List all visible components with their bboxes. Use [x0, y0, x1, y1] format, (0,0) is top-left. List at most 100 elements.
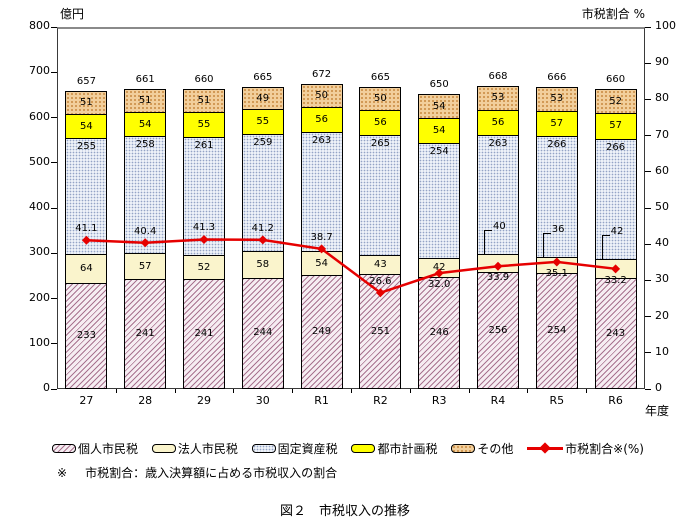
x-axis-label: R5: [549, 394, 565, 407]
y-axis-tick-right: [645, 98, 651, 100]
segment-value-label: 255: [76, 141, 96, 153]
legend-item-city-planning-tax: 都市計画税: [351, 440, 438, 457]
segment-value-label: 64: [80, 262, 93, 274]
segment-value-label: 53: [550, 93, 564, 105]
y-axis-tick-right: [645, 243, 651, 245]
ratio-line: [86, 238, 616, 295]
y-axis-label-right: 90: [655, 55, 669, 69]
bar-segment-dots-tan: 50: [300, 83, 343, 108]
y-axis-label-right: 70: [655, 127, 669, 141]
x-axis-label: R6: [608, 394, 623, 407]
segment-value-label: 57: [138, 260, 152, 272]
callout-leader-line: [601, 235, 610, 260]
bar-segment-solid-yellow: 56: [359, 109, 402, 137]
bar-segment-hatch-pink: 241: [183, 278, 225, 389]
segment-value-label: 246: [429, 326, 449, 338]
segment-value-label: 254: [429, 145, 449, 157]
y-axis-label-left: 100: [29, 335, 50, 349]
bar-total-label: 650: [429, 78, 449, 90]
segment-value-label: 244: [253, 327, 273, 339]
segment-value-label: 42: [432, 261, 446, 273]
footnote: ※ 市税割合：歳入決算額に占める市税収入の割合: [57, 464, 337, 481]
ratio-point-marker: [493, 261, 503, 271]
bar-segment-solid-cream: 54: [300, 250, 343, 277]
right-axis-title: 市税割合 %: [581, 7, 645, 21]
bar-segment-solid-yellow: 54: [418, 118, 461, 144]
legend-label-individual-tax: 個人市民税: [78, 442, 139, 456]
ratio-line-chart: [81, 234, 621, 298]
segment-value-label: 54: [138, 118, 152, 130]
segment-value-label: 51: [80, 96, 93, 108]
bar-segment-hatch-pink: 256: [477, 272, 519, 389]
legend-label-property-tax: 固定資産税: [277, 442, 338, 456]
bar-segment-dots-tan: 51: [65, 90, 108, 115]
bar-total-label: 665: [370, 72, 390, 84]
tax-ratio-line-swatch-icon: [527, 442, 564, 454]
x-axis-label: R3: [431, 394, 447, 407]
stacked-bar: 246 42 254 54 54: [418, 93, 461, 389]
legend-item-corporate-tax: 法人市民税: [151, 440, 238, 457]
corporate-tax-swatch-icon: [151, 444, 176, 453]
bar-segment-solid-yellow: 57: [594, 112, 637, 140]
ratio-value-label: 40.4: [134, 225, 157, 237]
x-axis-label: 29: [196, 394, 211, 407]
y-axis-tick-left: [51, 26, 57, 28]
x-axis-label: 30: [255, 394, 270, 407]
segment-value-label: 58: [256, 258, 270, 270]
ratio-value-label: 33.9: [486, 272, 510, 284]
callout-value-label: 36: [551, 223, 565, 235]
segment-value-label: 49: [256, 92, 270, 104]
x-axis-tick: [174, 389, 176, 393]
x-axis-label: 28: [138, 394, 153, 407]
y-axis-tick-left: [51, 388, 57, 390]
x-axis-tick: [292, 389, 294, 393]
bar-total-label: 672: [312, 68, 332, 80]
bar-segment-solid-yellow: 56: [300, 106, 343, 133]
segment-value-label: 54: [432, 125, 446, 137]
ratio-point-marker: [140, 238, 150, 248]
segment-value-label: 266: [606, 141, 626, 153]
legend-diamond-marker-icon: [539, 442, 551, 454]
legend-item-other: その他: [451, 440, 513, 457]
ratio-value-label: 38.7: [310, 231, 333, 243]
ratio-point-marker: [258, 235, 268, 245]
bar-segment-dots-tan: 54: [418, 93, 461, 120]
property-tax-swatch-icon: [251, 444, 276, 453]
y-axis-tick-right: [645, 62, 651, 64]
legend-label-corporate-tax: 法人市民税: [177, 442, 238, 456]
bar-segment-dots-blue: 265: [359, 135, 402, 256]
bar-total-label: 665: [253, 72, 273, 84]
y-axis-tick-left: [51, 162, 57, 164]
bar-segment-dots-blue: 255: [65, 138, 108, 255]
callout-value-label: 40: [493, 221, 506, 233]
bar-segment-hatch-pink: 233: [65, 282, 108, 389]
callout-leader-line: [484, 230, 492, 255]
x-axis-tick: [586, 389, 588, 393]
segment-value-label: 51: [197, 95, 211, 107]
segment-value-label: 56: [491, 116, 505, 128]
y-axis-label-left: 300: [29, 245, 50, 259]
x-axis-label: R4: [490, 394, 506, 407]
y-axis-tick-left: [51, 207, 57, 209]
bar-segment-dots-tan: 51: [124, 88, 167, 113]
segment-value-label: 50: [315, 89, 328, 101]
bar-total-label: 668: [488, 70, 508, 82]
y-axis-tick-left: [51, 71, 57, 73]
y-axis-tick-right: [645, 135, 651, 137]
y-axis-label-right: 30: [655, 272, 669, 286]
ratio-value-label: 33.2: [604, 274, 627, 286]
segment-value-label: 263: [312, 134, 332, 146]
legend-item-tax-ratio-line: 市税割合※(%): [527, 440, 644, 457]
x-axis-unit-label: 年度: [645, 404, 670, 418]
segment-value-label: 56: [374, 116, 387, 128]
bar-segment-dots-tan: 50: [359, 87, 402, 111]
x-axis-tick: [409, 389, 411, 393]
segment-value-label: 52: [609, 95, 622, 107]
segment-value-label: 243: [606, 327, 626, 339]
y-axis-label-right: 50: [655, 200, 669, 213]
bar-segment-solid-yellow: 55: [183, 112, 225, 139]
stacked-bar: 254 266 57 53: [535, 86, 578, 389]
city-planning-tax-swatch-icon: [351, 444, 376, 453]
legend-item-property-tax: 固定資産税: [251, 440, 338, 457]
bar-segment-hatch-pink: 246: [418, 276, 461, 389]
